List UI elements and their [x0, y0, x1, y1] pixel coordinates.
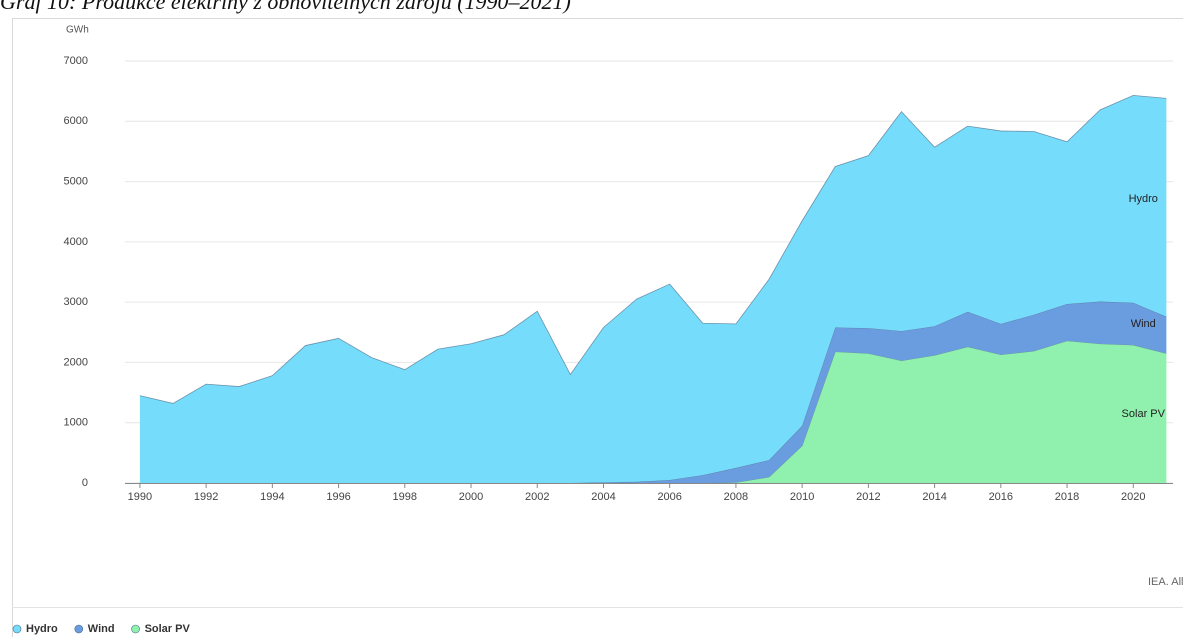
area — [139, 301, 1167, 483]
x-tick-label: 1990 — [128, 491, 152, 503]
area — [139, 95, 1167, 483]
x-tick-label: 2004 — [591, 491, 615, 503]
x-tick-label: 1998 — [393, 491, 417, 503]
legend-label: Hydro — [26, 623, 58, 635]
area-edge — [139, 94, 1167, 404]
y-tick-label: 2000 — [64, 356, 88, 368]
x-tick-label: 2012 — [856, 491, 880, 503]
y-tick-label: 1000 — [64, 417, 88, 429]
y-axis-unit: GWh — [66, 25, 89, 36]
area — [139, 340, 1167, 483]
area-label: Solar PV — [1122, 408, 1166, 420]
legend-swatch — [12, 624, 22, 634]
x-tick-label: 2000 — [459, 491, 483, 503]
source-note: IEA. All rights reserved. — [1148, 576, 1183, 588]
y-tick-label: 0 — [82, 477, 88, 489]
y-tick-label: 6000 — [64, 115, 88, 127]
chart-title: Graf 10: Produkce elektřiny z obnoviteln… — [0, 0, 571, 14]
area-label: Hydro — [1129, 193, 1158, 205]
x-tick-label: 1996 — [326, 491, 350, 503]
area-label: Wind — [1131, 318, 1156, 330]
x-tick-label: 2008 — [724, 491, 748, 503]
y-tick-label: 5000 — [64, 175, 88, 187]
y-tick-label: 7000 — [64, 55, 88, 67]
legend-swatch — [74, 624, 84, 634]
x-tick-label: 2014 — [922, 491, 946, 503]
legend-label: Solar PV — [145, 623, 191, 635]
x-tick-label: 2002 — [525, 491, 549, 503]
x-tick-label: 2018 — [1055, 491, 1079, 503]
x-tick-label: 2016 — [989, 491, 1013, 503]
y-tick-label: 3000 — [64, 296, 88, 308]
x-tick-label: 2006 — [657, 491, 681, 503]
x-tick-label: 2020 — [1121, 491, 1145, 503]
x-tick-label: 1994 — [260, 491, 284, 503]
y-tick-label: 4000 — [64, 236, 88, 248]
legend-label: Wind — [88, 623, 115, 635]
legend-swatch — [131, 624, 140, 634]
x-tick-label: 1992 — [194, 491, 218, 503]
x-tick-label: 2010 — [790, 491, 814, 503]
